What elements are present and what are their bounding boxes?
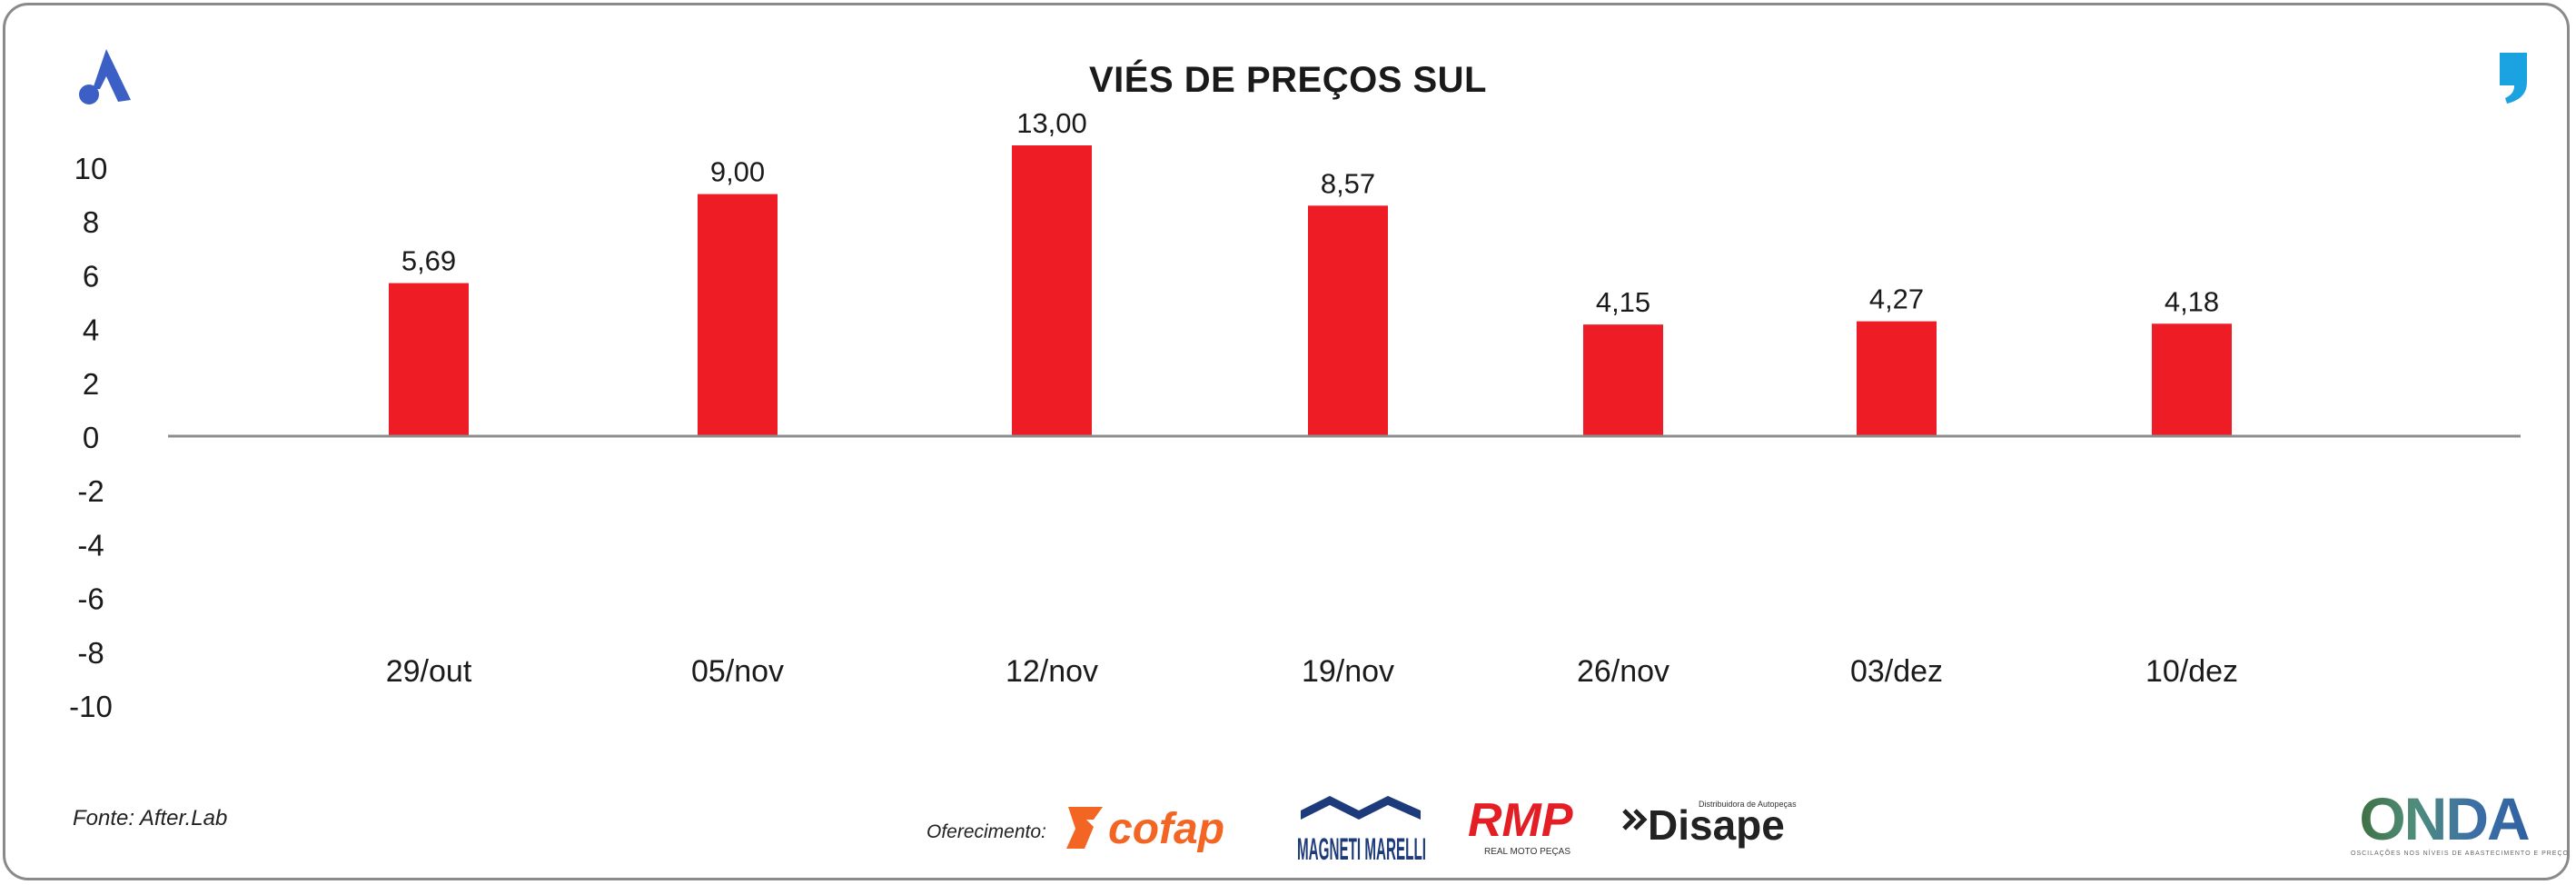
bar — [2152, 323, 2232, 436]
magneti-marelli-wordmark: MAGNETI MARELLI — [1297, 832, 1426, 865]
x-tick-label: 05/nov — [691, 654, 784, 689]
y-tick-label: 6 — [83, 259, 99, 293]
cofap-wordmark: cofap — [1108, 805, 1224, 853]
magneti-marelli-logo: MAGNETI MARELLI — [1293, 789, 1430, 870]
onda-tagline: OSCILAÇÕES NOS NÍVEIS DE ABASTECIMENTO E… — [2351, 850, 2569, 857]
x-tick-label: 26/nov — [1577, 654, 1669, 689]
data-label: 4,18 — [2165, 285, 2219, 317]
chart-frame — [3, 3, 2570, 880]
chart-title: VIÉS DE PREÇOS SUL — [1089, 60, 1487, 100]
x-tick-label: 12/nov — [1006, 654, 1098, 689]
data-label: 4,15 — [1596, 286, 1650, 318]
offer-label: Oferecimento: — [926, 821, 1046, 842]
bar — [1583, 324, 1663, 436]
rmp-subtext: REAL MOTO PEÇAS — [1484, 847, 1570, 857]
y-tick-label: -8 — [77, 636, 104, 670]
cofap-logo: cofap — [1063, 798, 1272, 862]
bars — [389, 145, 2232, 436]
bar — [389, 283, 469, 436]
y-tick-label: -10 — [69, 690, 113, 723]
disape-subtext: Distribuidora de Autopeças — [1699, 800, 1797, 809]
x-tick-label: 29/out — [386, 654, 472, 689]
bar — [698, 194, 778, 436]
source-note: Fonte: After.Lab — [73, 806, 228, 830]
x-tick-label: 19/nov — [1302, 654, 1394, 689]
y-axis-ticks: 10 8 6 4 2 0 -2 -4 -6 -8 -10 — [69, 152, 113, 723]
y-tick-label: 2 — [83, 367, 99, 401]
data-labels: 5,69 9,00 13,00 8,57 4,15 4,27 4,18 — [401, 107, 2219, 318]
a-logo-icon — [79, 49, 131, 104]
comma-logo-icon — [2500, 53, 2527, 104]
x-axis-ticks: 29/out 05/nov 12/nov 19/nov 26/nov 03/dez 10/d… — [386, 654, 2238, 689]
data-label: 4,27 — [1869, 283, 1924, 315]
bar — [1308, 205, 1388, 436]
x-tick-label: 03/dez — [1850, 654, 1943, 689]
y-tick-label: -2 — [77, 474, 104, 508]
rmp-wordmark: RMP — [1468, 794, 1573, 847]
disape-wordmark: Disape — [1648, 801, 1785, 849]
disape-logo: Distribuidora de Autopeças Disape — [1622, 792, 1804, 857]
bar — [1857, 321, 1937, 436]
data-label: 5,69 — [401, 245, 456, 277]
data-label: 8,57 — [1321, 167, 1375, 199]
rmp-logo: RMP REAL MOTO PEÇAS — [1462, 792, 1599, 864]
data-label: 9,00 — [710, 156, 765, 188]
x-tick-label: 10/dez — [2145, 654, 2238, 689]
onda-logo: ONDA OSCILAÇÕES NOS NÍVEIS DE ABASTECIME… — [2351, 789, 2569, 857]
data-label: 13,00 — [1016, 107, 1087, 139]
y-tick-label: -6 — [77, 582, 104, 616]
y-tick-label: 0 — [83, 421, 99, 454]
y-tick-label: 4 — [83, 313, 99, 347]
y-tick-label: 8 — [83, 205, 99, 239]
bar — [1012, 145, 1092, 436]
onda-wordmark: ONDA — [2351, 789, 2537, 849]
y-tick-label: -4 — [77, 528, 104, 562]
y-tick-label: 10 — [74, 152, 108, 185]
